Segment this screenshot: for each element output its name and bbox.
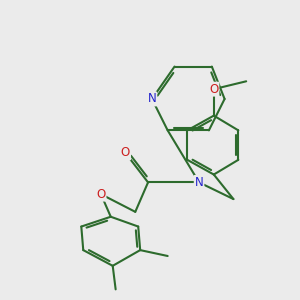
Text: O: O [96, 188, 106, 201]
Text: N: N [148, 92, 156, 106]
Text: O: O [121, 146, 130, 159]
Text: N: N [195, 176, 203, 189]
Text: O: O [209, 82, 218, 96]
